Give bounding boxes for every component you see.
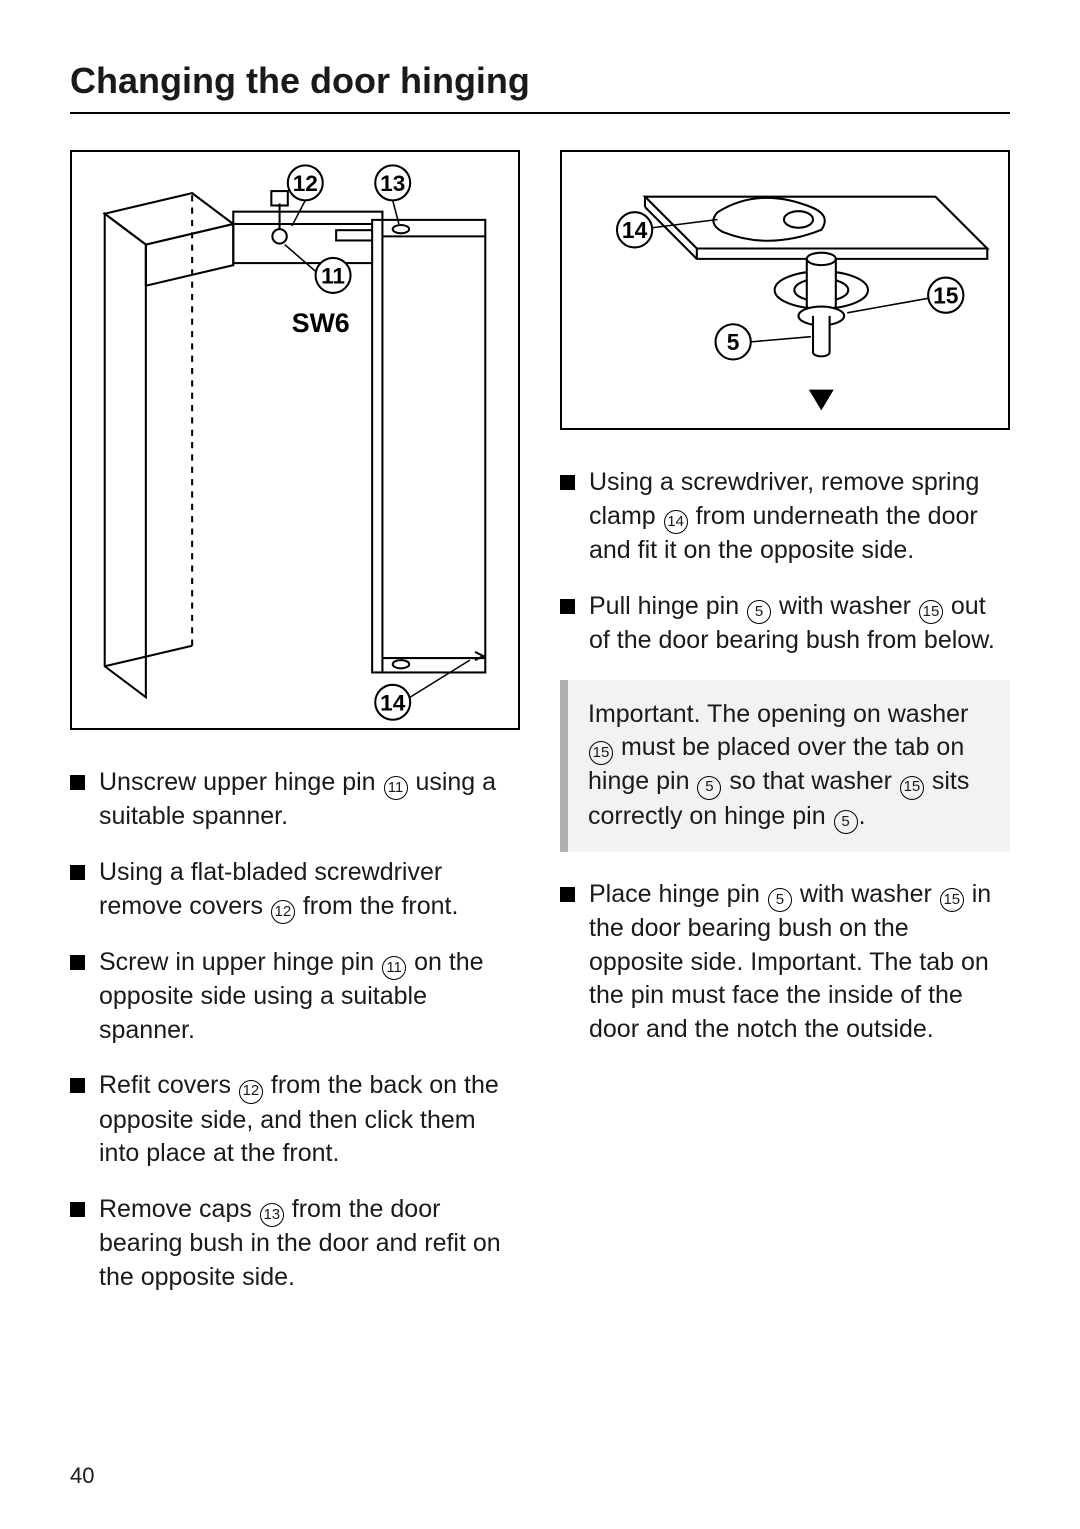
left-bullet-1: Unscrew upper hinge pin 11 using a suita… [70,766,520,834]
ref-11: 11 [384,776,408,800]
ref-15: 15 [589,741,613,765]
bullet-text: Place hinge pin 5 with washer 15 in the … [589,878,1010,1047]
figure-1: 12 13 11 SW6 14 [70,150,520,730]
bullet-icon [70,775,85,790]
fig1-callout-12: 12 [293,171,318,196]
text-part: so that washer [722,767,898,795]
text-part: Remove caps [99,1195,259,1223]
right-column: 14 15 5 Using a screwdriver, remove spri… [560,150,1010,1317]
bullet-icon [560,887,575,902]
bullet-icon [70,955,85,970]
important-note: Important. The opening on washer 15 must… [560,680,1010,852]
bullet-icon [70,1202,85,1217]
content-columns: 12 13 11 SW6 14 [70,150,1010,1317]
text-part: with washer [772,592,918,620]
fig2-callout-5: 5 [727,329,740,355]
bullet-text: Pull hinge pin 5 with washer 15 out of t… [589,590,1010,658]
left-bullet-5: Remove caps 13 from the door bearing bus… [70,1193,520,1295]
left-column: 12 13 11 SW6 14 [70,150,520,1317]
ref-11: 11 [382,956,406,980]
ref-5: 5 [697,776,721,800]
fig1-callout-14: 14 [380,691,406,716]
right-bullet-2: Pull hinge pin 5 with washer 15 out of t… [560,590,1010,658]
text-part: with washer [793,880,939,908]
text-part: Unscrew upper hinge pin [99,768,383,796]
ref-15: 15 [940,888,964,912]
ref-5: 5 [747,600,771,624]
figure-1-svg: 12 13 11 SW6 14 [72,152,518,728]
fig1-label-sw6: SW6 [292,308,350,338]
ref-12: 12 [271,900,295,924]
text-part: . [859,802,866,830]
text-part: Refit covers [99,1071,238,1099]
page-title: Changing the door hinging [70,60,1010,102]
right-bullet-3: Place hinge pin 5 with washer 15 in the … [560,878,1010,1047]
title-divider [70,112,1010,114]
right-bullet-1: Using a screwdriver, remove spring clamp… [560,466,1010,568]
fig1-callout-11: 11 [321,264,345,289]
bullet-text: Using a screwdriver, remove spring clamp… [589,466,1010,568]
left-bullet-4: Refit covers 12 from the back on the opp… [70,1069,520,1171]
left-bullet-2: Using a flat-bladed screwdriver remove c… [70,856,520,924]
ref-5: 5 [834,810,858,834]
ref-12: 12 [239,1080,263,1104]
bullet-text: Unscrew upper hinge pin 11 using a suita… [99,766,520,834]
text-part: Screw in upper hinge pin [99,948,381,976]
ref-15: 15 [919,600,943,624]
bullet-icon [560,599,575,614]
page-number: 40 [70,1463,94,1489]
bullet-text: Refit covers 12 from the back on the opp… [99,1069,520,1171]
fig2-callout-14: 14 [622,217,648,243]
bullet-text: Screw in upper hinge pin 11 on the oppos… [99,946,520,1048]
bullet-text: Using a flat-bladed screwdriver remove c… [99,856,520,924]
bullet-icon [70,1078,85,1093]
fig2-callout-15: 15 [933,282,959,308]
text-part: Important. The opening on washer [588,700,968,728]
bullet-icon [70,865,85,880]
bullet-icon [560,475,575,490]
figure-2: 14 15 5 [560,150,1010,430]
figure-2-svg: 14 15 5 [562,152,1008,428]
text-part: Pull hinge pin [589,592,746,620]
ref-15: 15 [900,776,924,800]
bullet-text: Remove caps 13 from the door bearing bus… [99,1193,520,1295]
ref-5: 5 [768,888,792,912]
fig1-callout-13: 13 [380,171,405,196]
text-part: Place hinge pin [589,880,767,908]
ref-13: 13 [260,1203,284,1227]
text-part: from the front. [296,892,459,920]
ref-14: 14 [664,510,688,534]
left-bullet-3: Screw in upper hinge pin 11 on the oppos… [70,946,520,1048]
